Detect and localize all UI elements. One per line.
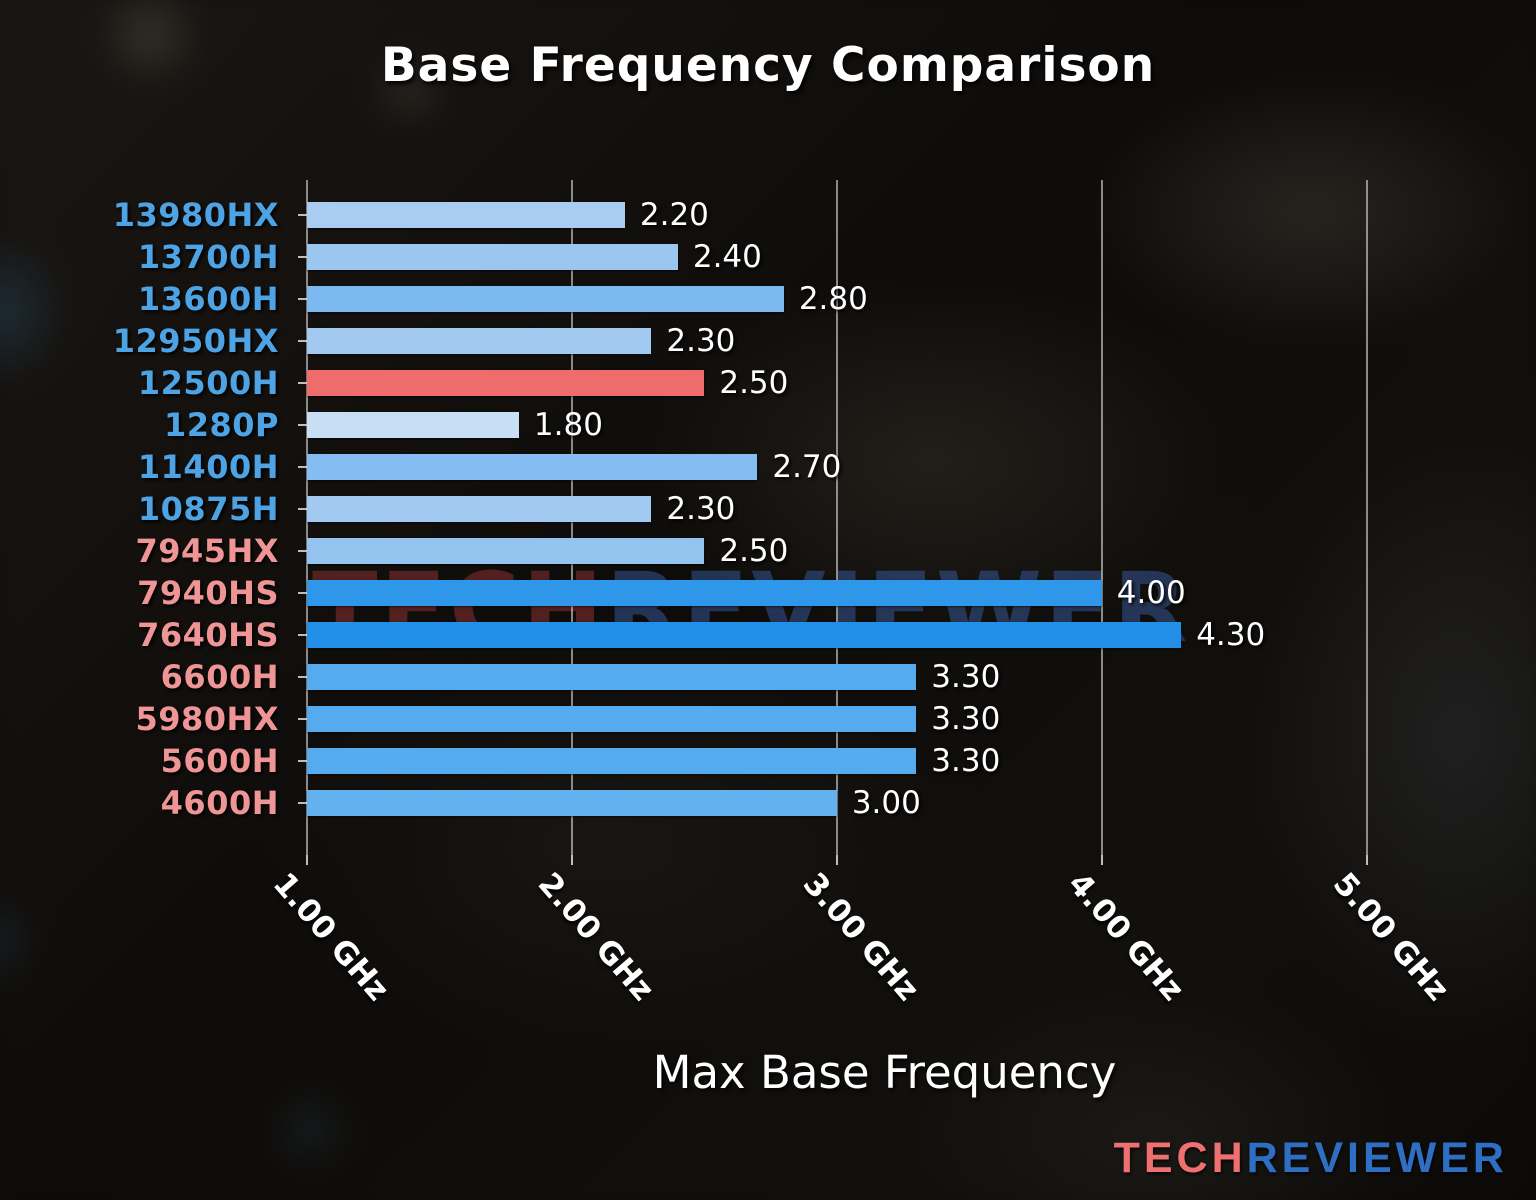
bar [307,244,678,270]
bar-value-label: 2.50 [719,533,789,569]
y-axis-label: 13700H [137,238,279,276]
bar [307,328,652,354]
y-axis-label: 1280P [163,406,279,444]
y-tick [298,718,307,720]
bar-value-label: 3.00 [851,785,921,821]
bar-row: 2.20 [307,194,1462,236]
y-axis-label: 5600H [160,742,279,780]
logo-tech: TECH [1113,1134,1247,1182]
y-tick [298,298,307,300]
x-axis-title: Max Base Frequency [652,1046,1117,1099]
y-axis-label: 7640HS [137,616,279,654]
bar-value-label: 4.00 [1116,575,1186,611]
bar-value-label: 2.30 [666,323,736,359]
x-tick-label: 5.00 GHz [1325,866,1456,1008]
y-axis-labels: 13980HX 13700H 13600H 12950HX 12500H 1280P 114… [0,180,293,855]
y-axis-label: 10875H [137,490,279,528]
y-tick [298,802,307,804]
bar-row: 3.30 [307,656,1462,698]
plot-area: 2.20 2.40 2.80 2.30 2.50 1.80 2.70 2.30 2.50 4.00… [298,180,1462,865]
y-axis-label: 7940HS [137,574,279,612]
y-tick [298,256,307,258]
bar-value-label: 2.20 [639,197,709,233]
y-tick [298,676,307,678]
y-tick [298,508,307,510]
x-tick [1365,855,1368,865]
y-tick [298,760,307,762]
x-tick [306,855,308,865]
bar-row: 3.30 [307,740,1462,782]
x-tick [570,855,573,865]
x-tick [1100,855,1103,865]
bar-value-label: 2.50 [719,365,789,401]
gridline [1100,180,1103,855]
y-axis-label: 11400H [137,448,279,486]
bar-value-label: 4.30 [1196,617,1266,653]
bar-row: 2.80 [307,278,1462,320]
y-tick [298,550,307,552]
bar-value-label: 2.70 [772,449,842,485]
bar [307,580,1102,606]
x-tick-label: 2.00 GHz [530,866,661,1008]
y-axis-label: 13980HX [112,196,279,234]
bar-value-label: 3.30 [931,659,1001,695]
x-tick-label: 3.00 GHz [795,866,926,1008]
bar-value-label: 3.30 [931,743,1001,779]
bar-row: 2.30 [307,488,1462,530]
bar [307,286,784,312]
bar [307,412,519,438]
bar [307,706,917,732]
y-axis-label: 4600H [160,784,279,822]
bar-value-label: 3.30 [931,701,1001,737]
y-axis-label: 5980HX [135,700,279,738]
y-axis-label: 13600H [137,280,279,318]
x-tick-label: 4.00 GHz [1060,866,1191,1008]
bar-row: 2.50 [307,530,1462,572]
bar-row: 2.70 [307,446,1462,488]
gridline [1365,180,1368,855]
y-tick [298,424,307,426]
bar-row: 2.50 [307,362,1462,404]
bar [307,370,705,396]
y-tick [298,214,307,216]
y-axis-label: 12950HX [112,322,279,360]
y-tick [298,634,307,636]
bar [307,622,1182,648]
bar [307,790,837,816]
bar-row: 3.00 [307,782,1462,824]
y-axis-label: 7945HX [135,532,279,570]
bar-row: 2.40 [307,236,1462,278]
bar [307,664,917,690]
x-axis-tick-labels: 1.00 GHz 2.00 GHz 3.00 GHz 4.00 GHz 5.00 GHz [266,866,1462,1036]
bar-row: 4.30 [307,614,1462,656]
bar-value-label: 2.80 [798,281,868,317]
y-axis-label: 12500H [137,364,279,402]
chart-title: Base Frequency Comparison [380,38,1156,93]
bar-row: 4.00 [307,572,1462,614]
bar [307,748,917,774]
bar-row: 2.30 [307,320,1462,362]
y-tick [298,382,307,384]
y-tick [298,466,307,468]
bar-value-label: 1.80 [533,407,603,443]
logo-reviewer: REVIEWER [1246,1134,1508,1182]
bar [307,454,758,480]
bar [307,496,652,522]
bar-value-label: 2.30 [666,491,736,527]
bar [307,202,625,228]
y-axis-label: 6600H [160,658,279,696]
bar-value-label: 2.40 [692,239,762,275]
brand-logo: TECHREVIEWER [1114,1134,1508,1183]
bar [307,538,705,564]
x-tick [835,855,838,865]
bar-row: 3.30 [307,698,1462,740]
y-tick [298,592,307,594]
y-tick [298,340,307,342]
gridline [835,180,838,855]
bar-row: 1.80 [307,404,1462,446]
